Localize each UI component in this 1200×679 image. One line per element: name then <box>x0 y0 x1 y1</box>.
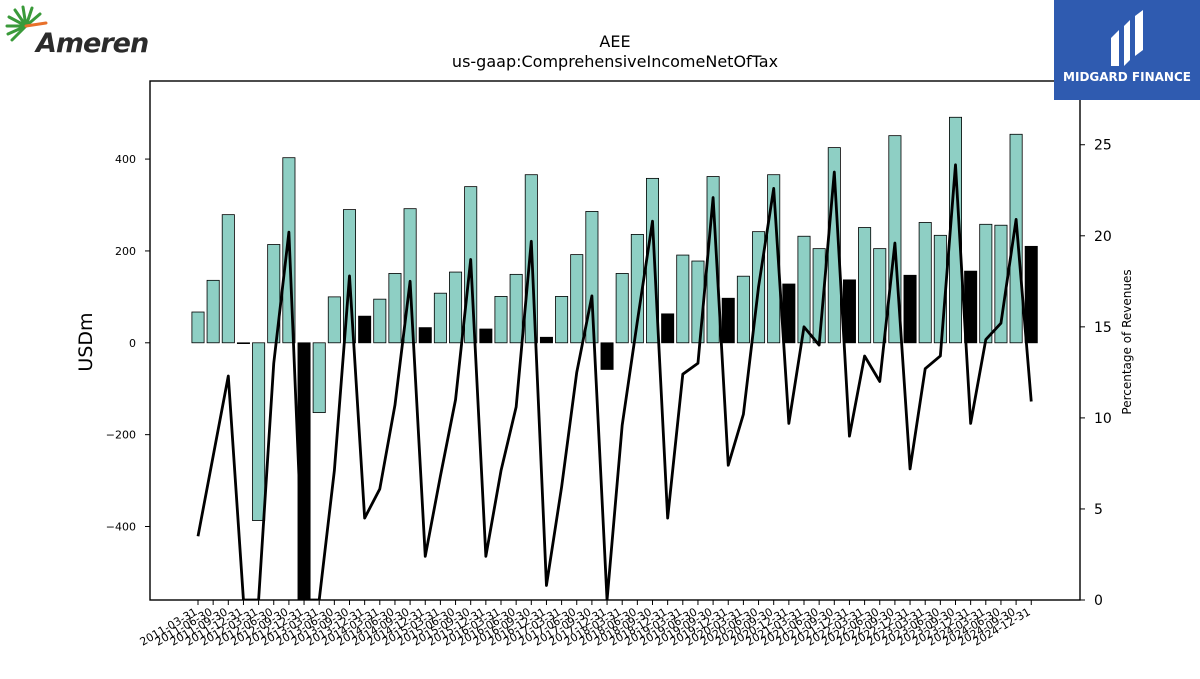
chart-subtitle: us-gaap:ComprehensiveIncomeNetOfTax <box>451 52 779 71</box>
bar <box>600 342 614 370</box>
bar <box>918 222 932 344</box>
chart-title: AEE <box>599 32 631 51</box>
bar <box>539 336 553 344</box>
bar <box>433 292 447 344</box>
bar <box>979 223 993 344</box>
bar <box>555 296 569 344</box>
y-tick-label: 400 <box>115 153 136 166</box>
bar <box>782 283 796 344</box>
bar <box>449 271 463 344</box>
bar <box>676 254 690 344</box>
plot-frame <box>149 80 1081 601</box>
bar <box>736 275 750 344</box>
bar <box>903 274 917 344</box>
bar <box>661 313 675 344</box>
y-tick-label: −200 <box>106 429 136 442</box>
bar <box>479 328 493 344</box>
midgard-emblem-icon <box>1111 10 1143 66</box>
y-tick-label: 200 <box>115 245 136 258</box>
y-axis-label: USDm <box>75 312 97 371</box>
y-tick-label: 0 <box>129 337 136 350</box>
ameren-wordmark: Ameren <box>36 28 149 59</box>
bar <box>388 273 402 344</box>
y2-tick-label: 25 <box>1094 138 1112 154</box>
bar <box>858 227 872 344</box>
bar <box>509 273 523 344</box>
percentage-line <box>196 163 1033 600</box>
bar <box>873 248 887 344</box>
bar <box>615 273 629 344</box>
bar <box>206 279 220 344</box>
y2-tick-label: 15 <box>1094 320 1112 336</box>
bar <box>221 214 235 344</box>
bar <box>312 342 326 414</box>
bar <box>267 244 281 344</box>
bar <box>373 298 387 344</box>
axes: 4002000−200−40025201510502011-03-312011-… <box>75 80 1134 649</box>
bar <box>494 296 508 344</box>
bar <box>1024 245 1038 344</box>
y-tick-label: −400 <box>106 521 136 534</box>
ameren-logo: Ameren <box>4 4 149 60</box>
bar <box>721 297 735 344</box>
bar <box>797 235 811 344</box>
line-series <box>196 163 1033 600</box>
y2-tick-label: 0 <box>1094 593 1103 609</box>
y2-axis-label: Percentage of Revenues <box>1120 269 1134 414</box>
bar <box>252 342 266 521</box>
midgard-logo: MIDGARD FINANCE <box>1054 0 1200 100</box>
y2-tick-label: 10 <box>1094 411 1112 427</box>
bar <box>236 342 250 344</box>
bar <box>327 296 341 344</box>
bar <box>418 327 432 344</box>
bar <box>842 279 856 344</box>
y2-tick-label: 20 <box>1094 229 1112 245</box>
midgard-wordmark: MIDGARD FINANCE <box>1063 70 1191 84</box>
bar <box>358 315 372 344</box>
bar <box>1009 133 1023 344</box>
y2-tick-label: 5 <box>1094 502 1103 518</box>
bar <box>570 254 584 344</box>
bar <box>191 311 205 344</box>
ameren-sunburst-icon <box>5 5 48 42</box>
